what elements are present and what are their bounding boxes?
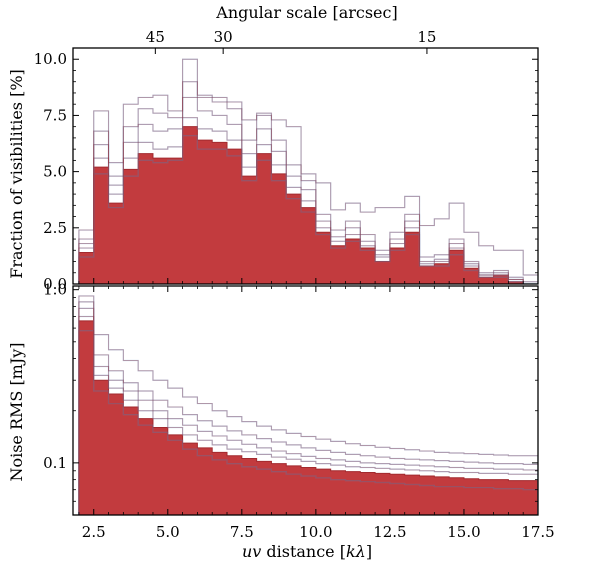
x-axis-title: uv distance [kλ]	[242, 542, 372, 561]
top-tick-label: 30	[214, 28, 233, 46]
noise-panel: 0.1 1.0 2.5 5.0 7.5 10.0 12.5 15.0 17.5	[43, 281, 555, 541]
axes-frame	[72, 285, 539, 516]
x-tick-label: 10.0	[299, 523, 332, 541]
series-outline-3	[78, 96, 538, 284]
x-tick-label: 17.5	[521, 523, 554, 541]
x-tick-label: 15.0	[447, 523, 480, 541]
x-tick-label: 12.5	[373, 523, 406, 541]
series-outline-2	[78, 117, 538, 284]
x-axis-title-text: distance [	[261, 542, 346, 561]
y-tick-label: 10.0	[34, 50, 67, 68]
series-outline-1	[78, 330, 538, 515]
y-axis-title-bottom: Noise RMS [mJy]	[7, 342, 26, 481]
x-tick-label: 5.0	[156, 523, 180, 541]
series-outline-5	[78, 295, 538, 515]
series-filled	[78, 320, 538, 515]
series-overlay-4	[78, 81, 538, 284]
series-overlay-2	[78, 117, 538, 284]
series-overlay-3	[78, 307, 538, 515]
x-axis-title-k: k	[346, 542, 356, 561]
y-tick-label: 7.5	[43, 106, 67, 124]
top-tick-label: 45	[146, 28, 165, 46]
series-overlay-5	[78, 58, 538, 284]
series-outline-4	[78, 81, 538, 284]
series-outline-5	[78, 58, 538, 284]
series-overlay-3	[78, 96, 538, 284]
x-tick-label: 7.5	[230, 523, 254, 541]
series-outline-2	[78, 315, 538, 515]
top-tick-label: 15	[417, 28, 436, 46]
series-outline-4	[78, 301, 538, 515]
series-overlay-2	[78, 316, 538, 515]
axes-frame	[72, 47, 539, 285]
x-axis-title-uv: uv	[242, 542, 261, 561]
x-axis-title-close: ]	[366, 542, 372, 561]
series-overlay-5	[78, 295, 538, 515]
series-overlay-1	[78, 330, 538, 515]
series-outline-1	[78, 135, 538, 284]
y-axis-title-top: Fraction of visibilities [%]	[7, 69, 26, 279]
x-axis-title-lambda: λ	[355, 542, 366, 561]
series-overlay-1	[78, 135, 538, 284]
series-outline-3	[78, 307, 538, 515]
top-axis-title: Angular scale [arcsec]	[215, 3, 397, 22]
series-overlay-4	[78, 301, 538, 515]
y-tick-label: 2.5	[43, 219, 67, 237]
y-tick-label: 1.0	[43, 281, 67, 299]
y-tick-label: 0.1	[43, 454, 67, 472]
y-tick-label: 5.0	[43, 163, 67, 181]
x-tick-label: 2.5	[82, 523, 106, 541]
plot-area	[78, 58, 538, 284]
fraction-panel: 0.0 2.5 5.0 7.5 10.0 45 30 15	[34, 28, 539, 293]
plot-area	[78, 295, 538, 515]
series-filled	[78, 126, 538, 284]
y-tick-label: 0.0	[43, 275, 67, 293]
